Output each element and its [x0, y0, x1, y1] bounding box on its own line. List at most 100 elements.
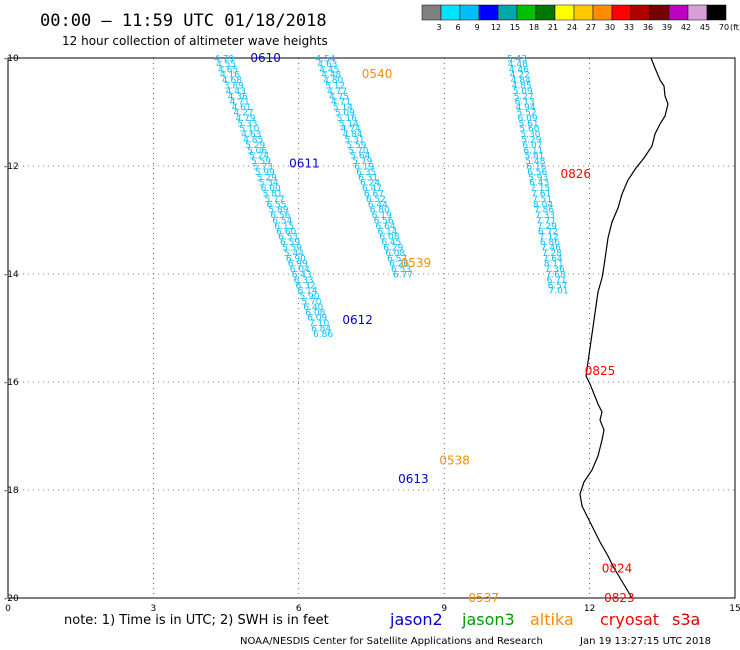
wave-height-value: 7.33 — [535, 211, 555, 221]
wave-height-value: 6.26 — [389, 260, 409, 270]
pass-time-label: 0611 — [289, 156, 320, 170]
wave-height-value: 6.56 — [527, 168, 547, 178]
wave-height-value: 4.61 — [232, 103, 252, 113]
colorbar-swatch — [497, 4, 518, 21]
wave-height-value: 4.48 — [508, 60, 528, 70]
wave-height-value: 6.04 — [290, 265, 310, 275]
grid-lines — [8, 58, 735, 598]
wave-height-value: 5.59 — [251, 157, 271, 167]
wave-height-value: 5.70 — [348, 146, 368, 156]
wave-height-value: 4.48 — [321, 71, 341, 81]
wave-height-value: 4.65 — [218, 65, 238, 75]
wave-height-value: 6.53 — [391, 265, 411, 275]
colorbar-swatch — [421, 4, 442, 21]
wave-height-value: 6.72 — [538, 227, 558, 237]
wave-height-value: 6.08 — [385, 249, 405, 259]
wave-height-value: 7.86 — [534, 206, 554, 216]
wave-height-value: 6.84 — [311, 325, 331, 335]
wave-height-value: 6.19 — [372, 211, 392, 221]
wave-height-value: 6.09 — [518, 114, 538, 124]
colorbar-label: 3 — [436, 23, 441, 32]
wave-height-value: 5.29 — [245, 141, 265, 151]
wave-height-value: 3.89 — [224, 82, 244, 92]
wave-height-value: 6.08 — [305, 308, 325, 318]
wave-height-value: 4.36 — [228, 92, 248, 102]
axis-ticks: 0 3 6 9 12 15 -10 -12 -14 -16 -18 -20 — [4, 54, 740, 614]
wave-height-value: 6.14 — [298, 287, 318, 297]
wave-height-value: 6.53 — [278, 233, 298, 243]
wave-height-value: 5.59 — [282, 244, 302, 254]
pass-time-label: 0826 — [561, 167, 592, 181]
colorbar-swatch — [668, 4, 689, 21]
map-frame — [7, 57, 736, 599]
wave-height-value: 4.84 — [511, 76, 531, 86]
wave-height-value: 4.63 — [317, 60, 337, 70]
wave-height-value: 6.60 — [276, 227, 296, 237]
wave-height-value: 5.44 — [284, 249, 304, 259]
pass-time-label: 0539 — [401, 256, 432, 270]
colorbar-label: 30 — [605, 23, 615, 32]
y-tick-label: -10 — [4, 54, 19, 64]
wave-height-value: 6.99 — [288, 260, 308, 270]
map-title: 00:00 – 11:59 UTC 01/18/2018 — [40, 11, 327, 31]
wave-height-value: 4.80 — [323, 76, 343, 86]
wave-height-value: 6.07 — [522, 141, 542, 151]
colorbar-unit: (ft) — [730, 23, 740, 32]
wave-height-value: 5.29 — [257, 173, 277, 183]
wave-height-value: 6.64 — [376, 222, 396, 232]
wave-height-value: 5.31 — [345, 136, 365, 146]
pass-time-labels: 0610 0540 0611 0826 0539 0612 0825 0538 0613 0824… — [250, 51, 634, 605]
wave-height-value: 5.27 — [514, 92, 534, 102]
wave-height-value: 4.85 — [243, 136, 263, 146]
wave-height-value: 5.10 — [239, 125, 259, 135]
wave-height-value: 7.51 — [532, 195, 552, 205]
wave-height-value: 5.14 — [339, 119, 359, 129]
wave-height-value: 5.64 — [350, 152, 370, 162]
wave-height-value: 4.85 — [512, 82, 532, 92]
wave-height-value: 6.54 — [272, 217, 292, 227]
wave-height-value: 4.45 — [319, 65, 339, 75]
wave-height-value: 4.71 — [331, 98, 351, 108]
wave-height-value: 5.60 — [519, 125, 539, 135]
pass-time-label: 0538 — [439, 453, 470, 467]
y-tick-label: -18 — [4, 486, 19, 496]
wave-height-value: 6.59 — [280, 238, 300, 248]
pass-time-label: 0610 — [250, 51, 281, 65]
pass-time-label: 0613 — [398, 472, 429, 486]
wave-height-value: 5.06 — [247, 146, 267, 156]
wave-height-value: 4.27 — [234, 109, 254, 119]
wave-height-value: 5.09 — [513, 87, 533, 97]
wave-height-value: 4.54 — [315, 55, 335, 65]
wave-height-value: 6.86 — [540, 238, 560, 248]
colorbar-label: 15 — [510, 23, 520, 32]
wave-height-value: 4.16 — [220, 71, 240, 81]
x-tick-label: 3 — [151, 604, 157, 614]
wave-height-value: 7.01 — [549, 287, 569, 297]
wave-height-value: 6.43 — [292, 271, 312, 281]
colorbar-label: 24 — [567, 23, 577, 32]
wave-height-value: 7.28 — [542, 249, 562, 259]
wave-height-value: 4.68 — [222, 76, 242, 86]
wave-height-value: 6.08 — [379, 233, 399, 243]
wave-height-value: 4.77 — [327, 87, 347, 97]
wave-height-value: 5.24 — [249, 152, 269, 162]
wave-height-value: 7.61 — [531, 190, 551, 200]
wave-height-value: 6.55 — [266, 200, 286, 210]
colorbar-swatch — [440, 4, 461, 21]
wave-height-value: 6.52 — [366, 195, 386, 205]
colorbar-swatch — [516, 4, 537, 21]
wave-height-value: 7.10 — [309, 319, 329, 329]
wave-height-value: 5.29 — [521, 136, 541, 146]
legend-jason2: jason2 — [389, 610, 443, 629]
wave-height-value: 4.79 — [235, 114, 255, 124]
wave-height-value: 7.64 — [543, 254, 563, 264]
colorbar-swatch — [687, 4, 708, 21]
wave-height-value: 5.90 — [299, 292, 319, 302]
satellite-legend: jason2 jason3 altika cryosat s3a — [389, 610, 700, 629]
wave-height-value: 6.56 — [270, 211, 290, 221]
wave-height-value: 7.15 — [530, 184, 550, 194]
wave-height-value: 6.13 — [515, 98, 535, 108]
wave-height-value: 5.48 — [525, 157, 545, 167]
wave-height-value: 6.80 — [370, 206, 390, 216]
